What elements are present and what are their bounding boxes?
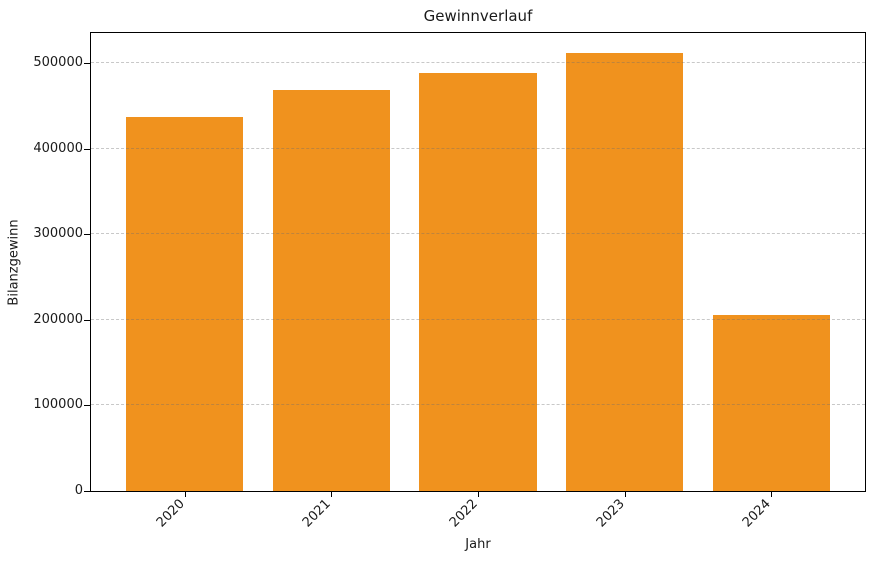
y-tick-label: 200000	[33, 312, 83, 327]
y-tick-label: 100000	[33, 397, 83, 412]
y-tick-label: 400000	[33, 141, 83, 156]
x-tick-mark	[478, 492, 479, 497]
x-tick-label: 2023	[593, 496, 628, 531]
bar-2022	[419, 72, 537, 491]
x-tick-mark	[625, 492, 626, 497]
bar-2024	[712, 314, 830, 491]
y-tick-label: 0	[74, 483, 83, 498]
y-axis-label-wrap: Bilanzgewinn	[0, 32, 28, 492]
y-tick-mark	[84, 63, 90, 64]
gridline-200000	[91, 318, 865, 320]
y-tick-label: 500000	[33, 55, 83, 70]
y-tick-mark	[84, 320, 90, 321]
y-tick-mark	[84, 491, 90, 492]
bar-2020	[126, 117, 244, 491]
x-tick-mark	[331, 492, 332, 497]
x-tick-label: 2020	[153, 496, 188, 531]
gridline-300000	[91, 233, 865, 235]
x-tick-label: 2022	[446, 496, 481, 531]
x-tick-mark	[185, 492, 186, 497]
y-tick-label: 300000	[33, 226, 83, 241]
bar-2021	[272, 89, 391, 491]
y-tick-mark	[84, 405, 90, 406]
y-tick-mark	[84, 234, 90, 235]
y-tick-mark	[84, 149, 90, 150]
gridline-100000	[91, 404, 865, 406]
gridline-400000	[91, 147, 865, 149]
gridline-500000	[91, 61, 865, 63]
plot-area	[90, 32, 866, 492]
chart-title: Gewinnverlauf	[423, 7, 533, 25]
bar-2023	[565, 53, 684, 491]
x-tick-mark	[771, 492, 772, 497]
x-tick-label: 2024	[739, 496, 774, 531]
x-axis-label: Jahr	[465, 537, 491, 552]
x-tick-label: 2021	[299, 496, 334, 531]
